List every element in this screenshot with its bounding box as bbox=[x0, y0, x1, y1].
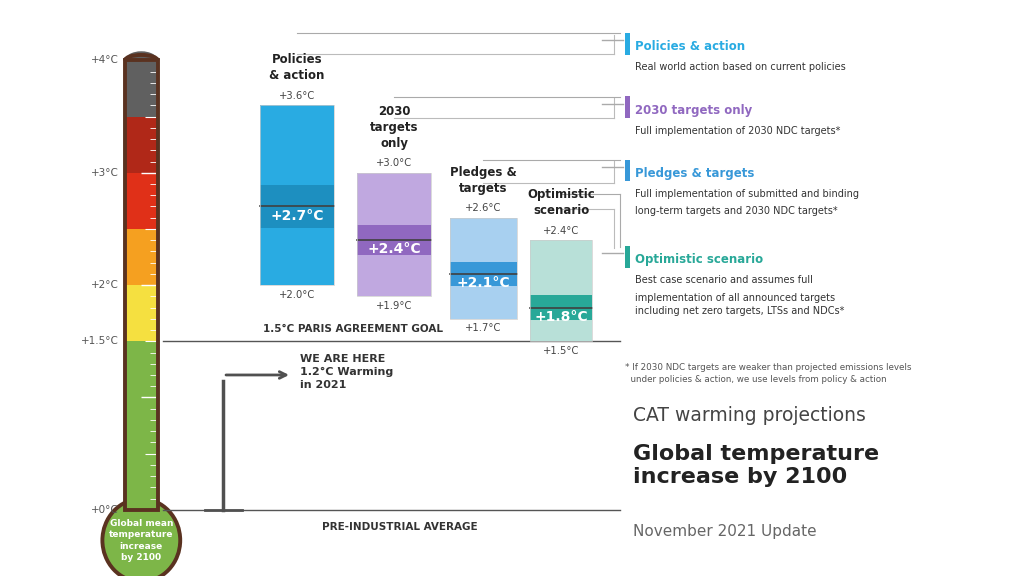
Bar bbox=[125, 116, 158, 173]
Wedge shape bbox=[125, 51, 158, 60]
Bar bbox=[260, 185, 334, 228]
Bar bbox=[530, 295, 592, 320]
Bar bbox=[451, 262, 516, 286]
Bar bbox=[125, 341, 158, 510]
Text: +2.4°C: +2.4°C bbox=[368, 242, 421, 256]
Bar bbox=[357, 173, 431, 297]
Text: implementation of all announced targets
including net zero targets, LTSs and NDC: implementation of all announced targets … bbox=[635, 293, 844, 316]
Text: Full implementation of 2030 NDC targets*: Full implementation of 2030 NDC targets* bbox=[635, 126, 841, 135]
Text: 1.5°C PARIS AGREEMENT GOAL: 1.5°C PARIS AGREEMENT GOAL bbox=[263, 324, 443, 334]
Text: +1.8°C: +1.8°C bbox=[535, 310, 588, 324]
Text: Optimistic scenario: Optimistic scenario bbox=[635, 253, 763, 267]
Text: WE ARE HERE
1.2°C Warming
in 2021: WE ARE HERE 1.2°C Warming in 2021 bbox=[300, 354, 393, 390]
Bar bbox=[625, 160, 630, 181]
Text: +1.9°C: +1.9°C bbox=[376, 301, 413, 311]
Text: +2°C: +2°C bbox=[91, 280, 119, 290]
Text: Policies & action: Policies & action bbox=[635, 40, 745, 54]
Text: +2.0°C: +2.0°C bbox=[279, 290, 315, 300]
Bar bbox=[125, 60, 158, 510]
Bar bbox=[260, 105, 334, 285]
Text: Global temperature
increase by 2100: Global temperature increase by 2100 bbox=[633, 444, 879, 487]
Text: Global mean
temperature
increase
by 2100: Global mean temperature increase by 2100 bbox=[110, 518, 173, 562]
Text: Pledges &
targets: Pledges & targets bbox=[450, 166, 517, 195]
Text: +3.0°C: +3.0°C bbox=[376, 158, 413, 168]
Text: * If 2030 NDC targets are weaker than projected emissions levels
  under policie: * If 2030 NDC targets are weaker than pr… bbox=[625, 363, 911, 384]
Text: +3°C: +3°C bbox=[91, 168, 119, 178]
Text: Optimistic
scenario: Optimistic scenario bbox=[527, 188, 595, 217]
Text: +2.1°C: +2.1°C bbox=[457, 276, 510, 290]
Text: Policies
& action: Policies & action bbox=[269, 54, 325, 82]
Text: +2.4°C: +2.4°C bbox=[543, 226, 580, 236]
Text: +2.6°C: +2.6°C bbox=[465, 203, 502, 213]
Text: long-term targets and 2030 NDC targets*: long-term targets and 2030 NDC targets* bbox=[635, 206, 838, 216]
Bar bbox=[125, 229, 158, 285]
Text: +1.5°C: +1.5°C bbox=[543, 346, 580, 356]
Bar bbox=[125, 173, 158, 229]
Ellipse shape bbox=[102, 499, 180, 576]
Bar bbox=[530, 240, 592, 341]
Text: CAT warming projections: CAT warming projections bbox=[633, 406, 865, 425]
Text: PRE-INDUSTRIAL AVERAGE: PRE-INDUSTRIAL AVERAGE bbox=[322, 522, 477, 532]
Bar bbox=[530, 240, 592, 341]
Bar bbox=[625, 33, 630, 55]
Text: Best case scenario and assumes full: Best case scenario and assumes full bbox=[635, 275, 813, 285]
Text: +3.6°C: +3.6°C bbox=[279, 91, 315, 101]
Text: 2030
targets
only: 2030 targets only bbox=[370, 105, 419, 150]
Text: 2030 targets only: 2030 targets only bbox=[635, 104, 753, 117]
Bar bbox=[451, 218, 516, 319]
Bar bbox=[125, 60, 158, 116]
Text: +1.7°C: +1.7°C bbox=[465, 324, 502, 334]
Text: +2.7°C: +2.7°C bbox=[270, 209, 324, 223]
Text: Pledges & targets: Pledges & targets bbox=[635, 167, 755, 180]
Text: Full implementation of submitted and binding: Full implementation of submitted and bin… bbox=[635, 189, 859, 199]
Text: +0°C: +0°C bbox=[91, 505, 119, 515]
Bar bbox=[625, 96, 630, 118]
Text: November 2021 Update: November 2021 Update bbox=[633, 524, 816, 539]
Text: +1.5°C: +1.5°C bbox=[81, 336, 119, 346]
Bar bbox=[357, 225, 431, 255]
Bar bbox=[451, 218, 516, 319]
Bar bbox=[260, 105, 334, 285]
Text: +4°C: +4°C bbox=[91, 55, 119, 66]
Text: Real world action based on current policies: Real world action based on current polic… bbox=[635, 62, 846, 72]
Bar bbox=[125, 285, 158, 341]
Bar bbox=[625, 246, 630, 268]
Bar bbox=[357, 173, 431, 297]
Bar bbox=[125, 60, 158, 510]
